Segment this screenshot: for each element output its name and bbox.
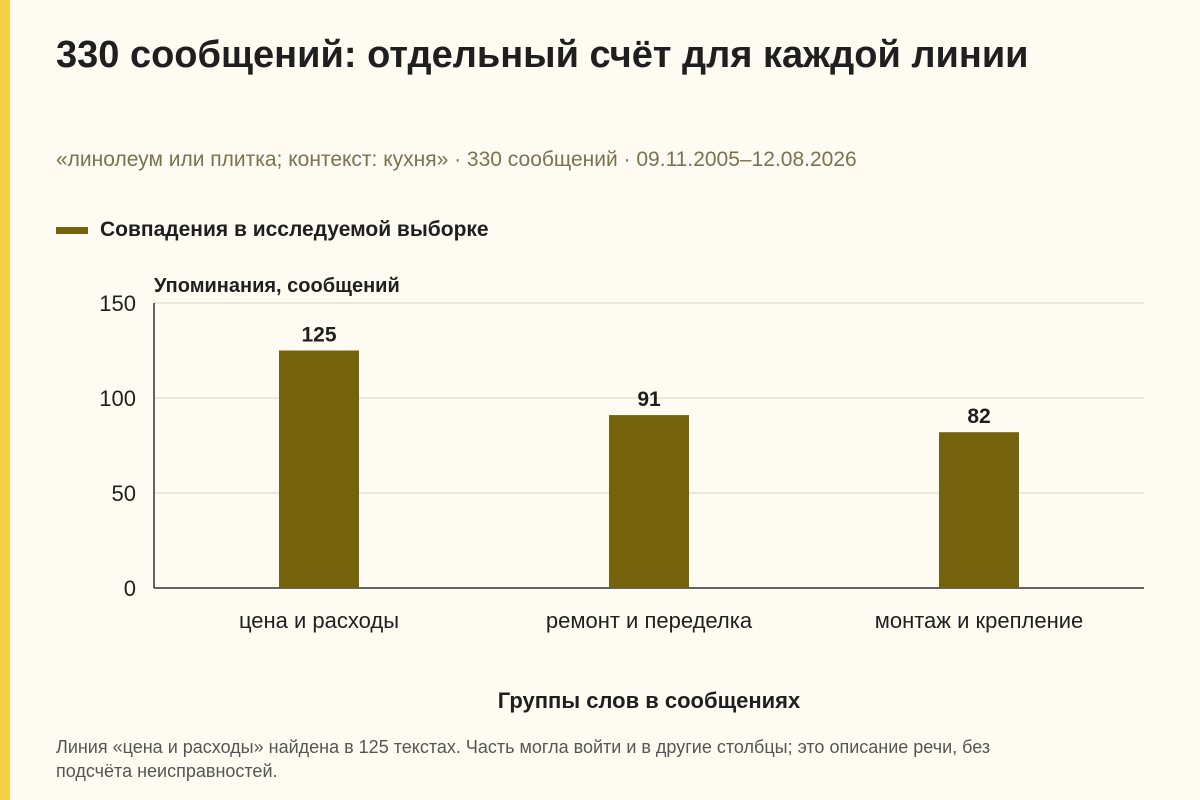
y-tick-label: 100 — [99, 386, 136, 411]
legend-label: Совпадения в исследуемой выборке — [100, 218, 489, 241]
y-axis-ticks: 0 50 100 150 — [99, 291, 136, 601]
y-axis-title: Упоминания, сообщений — [154, 275, 400, 297]
x-axis-tick-labels: цена и расходы ремонт и переделка монтаж и… — [239, 608, 1083, 633]
x-tick-label: монтаж и крепление — [875, 608, 1084, 633]
bar — [939, 432, 1019, 588]
accent-stripe — [0, 0, 10, 800]
chart-subtitle: «линолеум или плитка; контекст: кухня» ·… — [56, 148, 857, 171]
bar-value-label: 125 — [301, 324, 336, 347]
y-tick-label: 150 — [99, 291, 136, 316]
bar-value-label: 82 — [967, 405, 990, 428]
bar — [609, 415, 689, 588]
chart-legend: Совпадения в исследуемой выборке — [56, 218, 489, 242]
x-tick-label: ремонт и переделка — [546, 608, 753, 633]
x-tick-label: цена и расходы — [239, 608, 399, 633]
y-tick-label: 0 — [124, 576, 136, 601]
footnote: Линия «цена и расходы» найдена в 125 тек… — [56, 737, 991, 781]
bars — [279, 350, 1019, 588]
legend-swatch — [56, 226, 88, 234]
y-tick-label: 50 — [112, 481, 136, 506]
page-title: 330 сообщений: отдельный счёт для каждой… — [56, 34, 1029, 76]
bar-value-labels: 125 91 82 — [301, 324, 990, 429]
x-axis-title: Группы слов в сообщениях — [498, 688, 801, 713]
bar — [279, 350, 359, 588]
bar-value-label: 91 — [637, 388, 661, 411]
